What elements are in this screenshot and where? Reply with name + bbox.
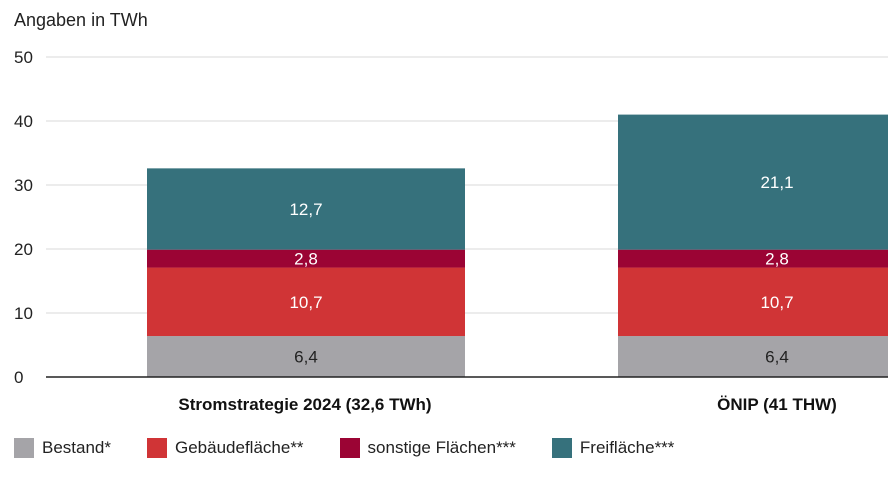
data-label: 6,4 <box>294 348 318 367</box>
data-label: 6,4 <box>765 348 789 367</box>
legend-item-bestand: Bestand* <box>14 438 111 458</box>
legend-label-gebaeudeflaeche: Gebäudefläche** <box>175 438 304 457</box>
y-tick-label: 30 <box>14 176 33 195</box>
legend-item-freiflaeche: Freifläche*** <box>551 438 675 458</box>
legend-swatch-gebaeudeflaeche <box>147 438 167 458</box>
bar-segment <box>147 267 465 337</box>
legend-label-bestand: Bestand* <box>42 438 111 457</box>
legend-label-sonstige-flaechen: sonstige Flächen*** <box>367 438 516 457</box>
data-label: 10,7 <box>289 293 322 312</box>
bar-segment <box>147 336 465 377</box>
legend-swatch-freiflaeche <box>551 438 572 458</box>
bar-segment <box>147 249 465 268</box>
legend-item-sonstige-flaechen: sonstige Flächen*** <box>339 438 516 458</box>
bar-segment <box>618 114 888 250</box>
data-label: 2,8 <box>765 250 789 269</box>
y-tick-label: 20 <box>14 240 33 259</box>
data-label: 12,7 <box>289 200 322 219</box>
data-label: 2,8 <box>294 250 318 269</box>
legend-item-gebaeudeflaeche: Gebäudefläche** <box>147 438 304 458</box>
bar-segment <box>147 168 465 250</box>
data-label: 10,7 <box>760 293 793 312</box>
legend-swatch-sonstige-flaechen <box>339 438 360 458</box>
y-tick-label: 50 <box>14 48 33 67</box>
bar-segment <box>618 249 888 268</box>
data-label: 21,1 <box>760 173 793 192</box>
legend-swatch-bestand <box>14 438 34 458</box>
legend-label-freiflaeche: Freifläche*** <box>579 438 675 457</box>
bar-segment <box>618 267 888 337</box>
legend: Bestand* Gebäudefläche** sonstige Fläche… <box>14 438 710 458</box>
y-tick-label: 0 <box>14 368 23 387</box>
y-tick-label: 10 <box>14 304 33 323</box>
y-tick-label: 40 <box>14 112 33 131</box>
category-label: Stromstrategie 2024 (32,6 TWh) <box>178 395 431 414</box>
unit-label: Angaben in TWh <box>14 10 148 30</box>
bar-segment <box>618 336 888 377</box>
category-label: ÖNIP (41 THW) <box>717 395 837 414</box>
